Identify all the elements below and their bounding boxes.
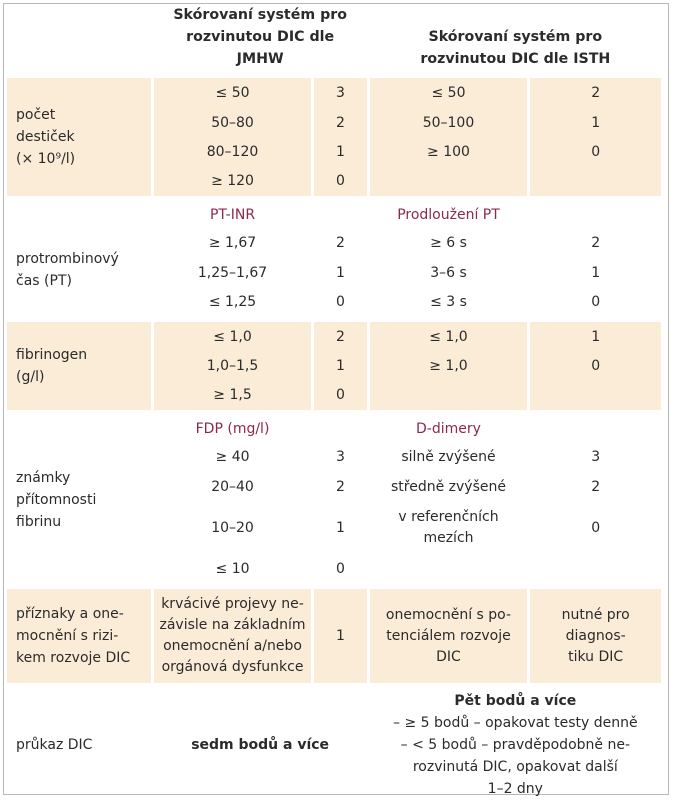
jmhw-value: ≤ 50 [153,78,312,108]
jmhw-value: ≤ 1,0 [153,322,312,351]
isth-symptoms-criteria: onemocnění s po- tenciálem rozvoje DIC [369,589,528,683]
pt-inr-subheader: PT-INR [209,207,256,223]
isth-score [530,380,661,410]
dic-scoring-table: Skórovaní systém pro rozvinutou DIC dle … [3,3,669,797]
jmhw-score: 2 [336,235,345,251]
isth-score: 0 [530,137,661,166]
jmhw-score: 1 [336,264,345,281]
jmhw-score: 3 [314,78,367,108]
isth-value [369,166,528,196]
jmhw-value: 1,0–1,5 [153,351,312,380]
fdp-subheader: FDP (mg/l) [195,421,270,437]
jmhw-value: ≤ 1,25 [208,293,257,310]
isth-score [530,166,661,196]
isth-value: 50–100 [369,108,528,137]
jmhw-score: 1 [314,351,367,380]
isth-value: 3–6 s [430,264,467,281]
jmhw-value: 1,25–1,67 [197,264,268,281]
jmhw-value: 20–40 [211,479,254,495]
pt-row: protrombinový čas (PT) PT-INR Prodloužen… [7,202,661,289]
isth-value: ≥ 1,0 [369,351,528,380]
isth-score: 0 [591,293,601,310]
symptoms-row: příznaky a one- mocnění s rizi- kem rozv… [7,589,661,683]
isth-score: 1 [530,108,661,137]
isth-value: v referenčních mezích [398,509,499,546]
isth-value: ≤ 3 s [430,293,467,310]
isth-score: 2 [591,479,601,495]
isth-symptoms-note: nutné pro diagnos- tiku DIC [530,589,661,683]
isth-score [530,554,661,583]
fibrinogen-row: fibrinogen (g/l) ≤ 1,0 2 ≤ 1,0 1 [7,322,661,410]
isth-value: ≤ 1,0 [369,322,528,351]
jmhw-score: 2 [314,322,367,351]
isth-score: 2 [591,235,601,251]
jmhw-value: ≥ 1,67 [208,235,257,251]
fibrin-label: známky přítomnosti fibrinu [16,469,97,530]
jmhw-score: 0 [336,560,345,577]
isth-score: 1 [591,264,601,281]
jmhw-value: 50–80 [153,108,312,137]
pt-label: protrombinový čas (PT) [16,251,119,289]
proof-row: průkaz DIC sedm bodů a více Pět bodů a v… [7,683,661,807]
jmhw-header: Skórovaní systém pro rozvinutou DIC dle … [173,7,347,67]
jmhw-score: 0 [314,166,367,196]
jmhw-score: 1 [336,520,345,536]
jmhw-score: 0 [314,380,367,410]
jmhw-symptoms-criteria: krvácivé projevy ne- závisle na základní… [153,589,312,683]
isth-proof-title: Pět bodů a více [454,693,577,709]
isth-value: ≥ 6 s [430,235,467,251]
jmhw-value: 10–20 [211,520,254,536]
jmhw-score: 1 [314,137,367,166]
jmhw-score: 3 [336,449,345,465]
isth-score: 2 [530,78,661,108]
isth-value [369,380,528,410]
isth-score: 0 [530,351,661,380]
jmhw-proof: sedm bodů a více [191,737,330,753]
jmhw-value: ≥ 1,5 [153,380,312,410]
platelets-row: počet destiček (× 10⁹/l) ≤ 50 3 ≤ 50 2 [7,78,661,196]
header-row: Skórovaní systém pro rozvinutou DIC dle … [7,4,661,78]
jmhw-value: ≥ 40 [215,449,250,465]
jmhw-value: ≤ 10 [215,560,250,577]
score-table: Skórovaní systém pro rozvinutou DIC dle … [4,4,664,807]
jmhw-score: 2 [336,479,345,495]
isth-value: ≤ 50 [369,78,528,108]
jmhw-value: ≥ 120 [153,166,312,196]
d-dimer-subheader: D-dimery [416,421,481,437]
jmhw-value: 80–120 [153,137,312,166]
fibrin-row: známky přítomnosti fibrinu FDP (mg/l) D-… [7,416,661,530]
pt-prolongation-subheader: Prodloužení PT [397,207,500,223]
isth-value: silně zvýšené [401,449,496,465]
isth-value: ≥ 100 [369,137,528,166]
isth-score: 3 [591,449,601,465]
jmhw-score: 2 [314,108,367,137]
isth-proof: Pět bodů a více – ≥ 5 bodů – opakovat te… [370,683,661,807]
fibrinogen-label: fibrinogen (g/l) [7,322,151,410]
isth-value [370,554,528,583]
symptoms-label: příznaky a one- mocnění s rizi- kem rozv… [7,589,151,683]
jmhw-score: 0 [336,293,345,310]
proof-label: průkaz DIC [16,737,93,753]
isth-score: 0 [591,520,601,536]
isth-score: 1 [530,322,661,351]
platelets-label: počet destiček (× 10⁹/l) [7,78,151,196]
jmhw-score: 1 [314,589,367,683]
isth-value: středně zvýšené [390,479,506,495]
isth-header: Skórovaní systém pro rozvinutou DIC dle … [420,29,611,67]
